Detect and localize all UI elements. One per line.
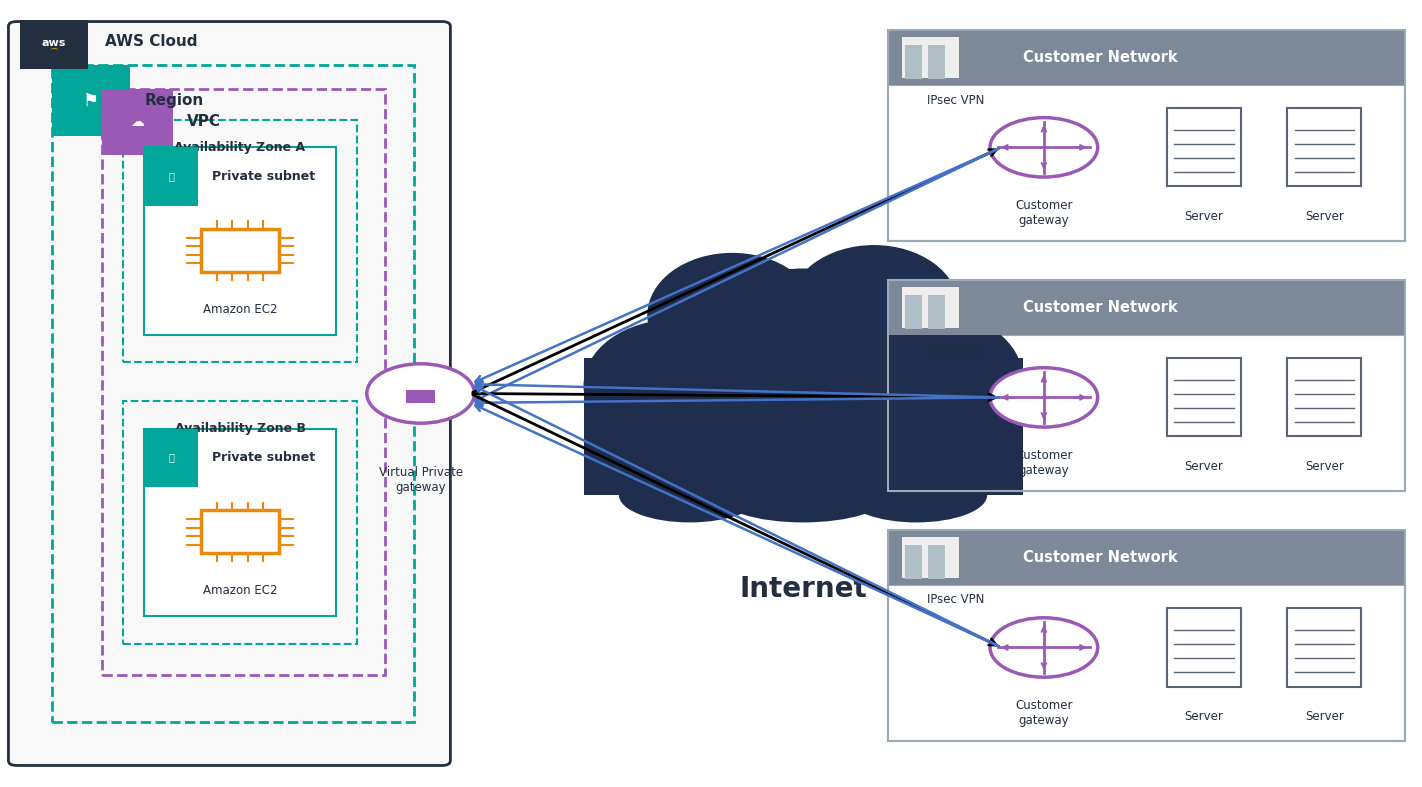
Ellipse shape	[839, 312, 1022, 445]
Bar	[1167, 608, 1241, 686]
Bar	[889, 530, 1405, 585]
Text: Customer
gateway: Customer gateway	[1015, 699, 1072, 727]
Bar	[1287, 608, 1361, 686]
Bar	[889, 30, 1405, 241]
Text: Customer Network: Customer Network	[1024, 550, 1177, 565]
Bar	[145, 147, 336, 335]
Bar	[927, 45, 944, 57]
Text: 🔒: 🔒	[168, 453, 175, 463]
Bar	[145, 429, 336, 616]
Bar	[1167, 358, 1241, 437]
Ellipse shape	[619, 467, 761, 523]
Text: Amazon EC2: Amazon EC2	[203, 303, 277, 316]
Circle shape	[367, 364, 475, 423]
Bar	[201, 510, 279, 553]
Text: Customer
gateway: Customer gateway	[1015, 449, 1072, 477]
Text: Customer
gateway: Customer gateway	[1015, 199, 1072, 227]
Bar	[53, 65, 414, 722]
Text: Region: Region	[145, 93, 203, 108]
Text: ⁀: ⁀	[50, 49, 57, 58]
Ellipse shape	[647, 253, 818, 378]
Bar	[927, 295, 944, 308]
Bar	[904, 545, 921, 557]
Text: Availability Zone A: Availability Zone A	[175, 141, 306, 153]
Bar	[927, 305, 944, 318]
Text: Server: Server	[1305, 460, 1344, 473]
Bar	[889, 30, 1405, 85]
Text: Availability Zone B: Availability Zone B	[175, 422, 306, 435]
Text: Server: Server	[1185, 710, 1223, 723]
Bar	[927, 316, 944, 329]
Circle shape	[990, 368, 1098, 427]
Bar	[927, 66, 944, 79]
Bar	[889, 585, 1405, 741]
Ellipse shape	[789, 245, 958, 370]
Bar	[904, 295, 921, 308]
Bar	[1287, 358, 1361, 437]
Text: 🔒: 🔒	[168, 172, 175, 181]
Circle shape	[990, 618, 1098, 677]
Bar	[904, 66, 921, 79]
Bar	[145, 429, 198, 487]
Bar	[889, 335, 1405, 491]
Circle shape	[990, 117, 1098, 177]
Bar	[889, 280, 1405, 335]
Text: Internet: Internet	[739, 575, 867, 603]
Ellipse shape	[697, 268, 909, 425]
Bar	[904, 556, 921, 568]
Bar	[904, 45, 921, 57]
FancyBboxPatch shape	[9, 21, 451, 766]
Text: AWS Cloud: AWS Cloud	[105, 35, 198, 50]
Bar	[889, 530, 1405, 741]
Bar	[124, 401, 357, 644]
Bar	[407, 390, 435, 403]
Ellipse shape	[846, 467, 987, 523]
Bar	[927, 56, 944, 68]
Bar	[201, 229, 279, 272]
Bar	[20, 20, 88, 69]
Text: Server: Server	[1185, 460, 1223, 473]
Bar	[1287, 109, 1361, 187]
Text: IPsec VPN: IPsec VPN	[927, 344, 984, 357]
Text: IPsec VPN: IPsec VPN	[927, 94, 984, 107]
Bar	[904, 56, 921, 68]
Bar	[927, 567, 944, 578]
Bar	[145, 147, 198, 206]
Bar	[583, 358, 1022, 495]
Text: aws: aws	[41, 39, 65, 49]
Bar	[927, 556, 944, 568]
Bar	[904, 305, 921, 318]
Text: IPsec VPN: IPsec VPN	[927, 593, 984, 605]
Bar	[889, 85, 1405, 241]
Bar	[102, 89, 385, 674]
Text: Server: Server	[1305, 710, 1344, 723]
Bar	[904, 316, 921, 329]
Text: Private subnet: Private subnet	[212, 170, 316, 183]
Text: Customer Network: Customer Network	[1024, 50, 1177, 65]
Bar	[902, 538, 958, 578]
Text: Customer Network: Customer Network	[1024, 300, 1177, 315]
Text: Server: Server	[1185, 210, 1223, 223]
Bar	[1167, 109, 1241, 187]
Bar	[927, 545, 944, 557]
Ellipse shape	[718, 467, 889, 523]
Bar	[124, 120, 357, 362]
Bar	[889, 280, 1405, 491]
Text: VPC: VPC	[186, 114, 220, 129]
Bar	[904, 567, 921, 578]
Text: ⚑: ⚑	[82, 91, 98, 109]
Text: Amazon EC2: Amazon EC2	[203, 584, 277, 597]
Text: ☁: ☁	[131, 115, 144, 128]
Bar	[902, 287, 958, 328]
Ellipse shape	[583, 320, 768, 452]
Bar	[102, 89, 172, 155]
Bar	[902, 37, 958, 78]
Text: Virtual Private
gateway: Virtual Private gateway	[378, 466, 462, 494]
Bar	[53, 65, 131, 135]
Text: Server: Server	[1305, 210, 1344, 223]
Text: Private subnet: Private subnet	[212, 451, 316, 464]
